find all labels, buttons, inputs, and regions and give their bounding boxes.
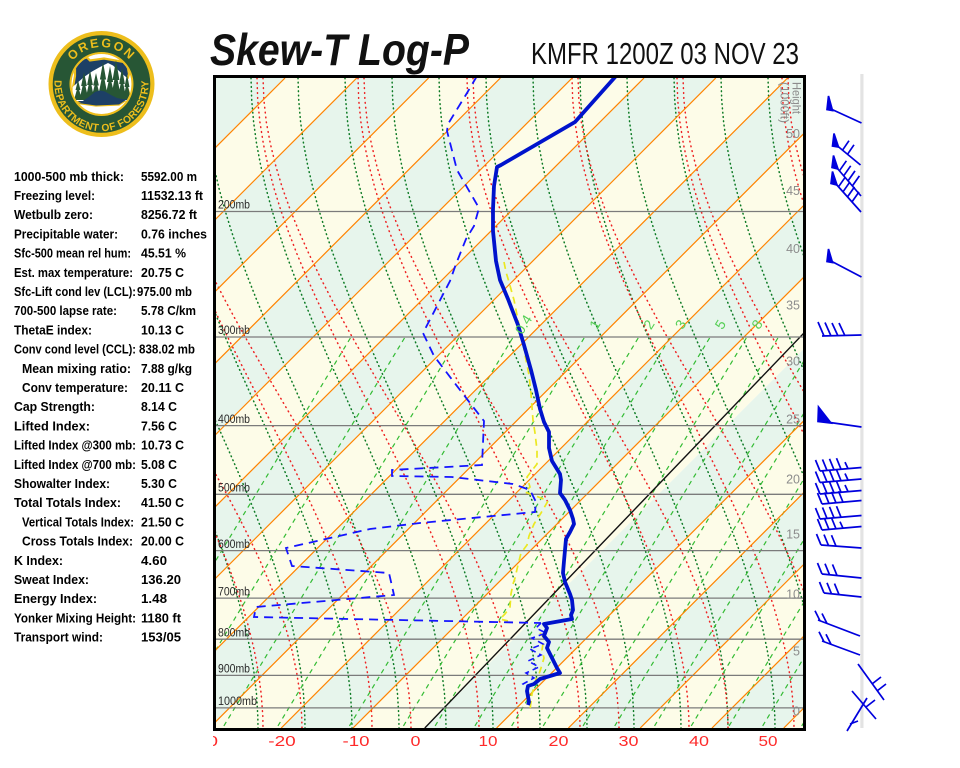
svg-text:200mb: 200mb xyxy=(218,200,250,212)
svg-text:20: 20 xyxy=(549,734,569,750)
svg-text:300mb: 300mb xyxy=(218,325,250,337)
svg-text:40: 40 xyxy=(689,734,709,750)
svg-text:975.00 mb: 975.00 mb xyxy=(137,284,192,299)
svg-text:Lifted Index @300 mb:: Lifted Index @300 mb: xyxy=(14,438,136,453)
svg-text:700-500 lapse rate:: 700-500 lapse rate: xyxy=(14,303,117,318)
svg-text:30: 30 xyxy=(619,734,639,750)
svg-text:KMFR 1200Z 03 NOV 23: KMFR 1200Z 03 NOV 23 xyxy=(531,36,799,71)
svg-text:Lifted Index @700 mb:: Lifted Index @700 mb: xyxy=(14,457,136,472)
svg-text:1180 ft: 1180 ft xyxy=(141,610,182,625)
svg-text:(1000ft): (1000ft) xyxy=(778,82,792,123)
svg-text:40: 40 xyxy=(786,242,800,256)
svg-text:Lifted Index:: Lifted Index: xyxy=(14,418,90,433)
svg-text:7.88 g/kg: 7.88 g/kg xyxy=(141,361,192,376)
svg-text:0.76 inches: 0.76 inches xyxy=(141,226,207,241)
svg-text:0: 0 xyxy=(411,734,421,750)
svg-text:8.14 C: 8.14 C xyxy=(141,399,178,414)
svg-text:Transport wind:: Transport wind: xyxy=(14,630,103,645)
svg-text:20.75 C: 20.75 C xyxy=(141,265,185,280)
svg-text:Est. max temperature:: Est. max temperature: xyxy=(14,265,133,280)
svg-text:Cross Totals Index:: Cross Totals Index: xyxy=(22,534,133,549)
svg-text:1000mb: 1000mb xyxy=(218,696,257,708)
svg-text:900mb: 900mb xyxy=(218,664,250,676)
svg-text:5592.00 m: 5592.00 m xyxy=(141,169,197,184)
svg-text:Yonker Mixing Height:: Yonker Mixing Height: xyxy=(14,610,136,625)
svg-text:5: 5 xyxy=(793,644,800,658)
svg-text:8256.72 ft: 8256.72 ft xyxy=(141,207,198,222)
svg-text:Showalter Index:: Showalter Index: xyxy=(14,476,110,491)
svg-text:Skew-T Log-P: Skew-T Log-P xyxy=(210,26,469,75)
svg-text:Precipitable water:: Precipitable water: xyxy=(14,226,118,241)
svg-text:0: 0 xyxy=(793,704,800,718)
svg-text:45: 45 xyxy=(786,184,800,198)
svg-text:700mb: 700mb xyxy=(218,586,250,598)
svg-text:10: 10 xyxy=(786,587,800,601)
svg-text:400mb: 400mb xyxy=(218,414,250,426)
svg-text:20.11 C: 20.11 C xyxy=(141,380,185,395)
svg-text:Height: Height xyxy=(790,82,804,115)
svg-text:K Index:: K Index: xyxy=(14,553,63,568)
svg-text:20: 20 xyxy=(786,472,800,486)
svg-text:10: 10 xyxy=(479,734,498,750)
svg-text:5.78 C/km: 5.78 C/km xyxy=(141,303,196,318)
svg-text:Sweat Index:: Sweat Index: xyxy=(14,572,89,587)
svg-text:600mb: 600mb xyxy=(218,539,250,551)
svg-text:10.13 C: 10.13 C xyxy=(141,322,185,337)
svg-text:5.08 C: 5.08 C xyxy=(141,457,178,472)
svg-text:Energy Index:: Energy Index: xyxy=(14,591,97,606)
svg-text:838.02 mb: 838.02 mb xyxy=(139,342,195,357)
svg-text:Cap Strength:: Cap Strength: xyxy=(14,399,95,414)
svg-text:Wetbulb zero:: Wetbulb zero: xyxy=(14,207,93,222)
svg-text:-20: -20 xyxy=(268,734,296,750)
svg-text:Total Totals Index:: Total Totals Index: xyxy=(14,495,121,510)
svg-text:5.30 C: 5.30 C xyxy=(141,476,178,491)
svg-text:136.20: 136.20 xyxy=(141,572,181,587)
svg-text:7.56 C: 7.56 C xyxy=(141,418,178,433)
svg-text:15: 15 xyxy=(786,527,800,541)
svg-text:1000-500 mb thick:: 1000-500 mb thick: xyxy=(14,169,124,184)
svg-text:-30: -30 xyxy=(190,734,218,750)
svg-text:35: 35 xyxy=(786,298,800,312)
svg-text:21.50 C: 21.50 C xyxy=(141,514,185,529)
svg-text:45.51 %: 45.51 % xyxy=(141,246,186,261)
svg-text:Vertical Totals Index:: Vertical Totals Index: xyxy=(22,514,134,529)
svg-text:50: 50 xyxy=(759,734,778,750)
svg-text:500mb: 500mb xyxy=(218,483,250,495)
svg-text:Mean mixing ratio:: Mean mixing ratio: xyxy=(22,361,131,376)
svg-text:30: 30 xyxy=(786,354,800,368)
svg-text:Sfc-Lift cond lev (LCL):: Sfc-Lift cond lev (LCL): xyxy=(14,284,136,299)
svg-text:10.73 C: 10.73 C xyxy=(141,438,185,453)
svg-text:20.00 C: 20.00 C xyxy=(141,534,185,549)
svg-text:Freezing level:: Freezing level: xyxy=(14,188,95,203)
svg-text:4.60: 4.60 xyxy=(141,553,167,568)
svg-text:Sfc-500 mean rel hum:: Sfc-500 mean rel hum: xyxy=(14,246,131,261)
svg-text:153/05: 153/05 xyxy=(141,630,181,645)
svg-text:Conv temperature:: Conv temperature: xyxy=(22,380,128,395)
svg-text:50: 50 xyxy=(786,127,800,141)
svg-text:1.48: 1.48 xyxy=(141,591,167,606)
svg-text:800mb: 800mb xyxy=(218,627,250,639)
svg-text:ThetaE index:: ThetaE index: xyxy=(14,322,92,337)
svg-text:-10: -10 xyxy=(343,734,370,750)
svg-text:Conv cond level (CCL):: Conv cond level (CCL): xyxy=(14,342,136,357)
svg-text:25: 25 xyxy=(786,412,800,426)
svg-text:11532.13 ft: 11532.13 ft xyxy=(141,188,204,203)
svg-text:41.50 C: 41.50 C xyxy=(141,495,185,510)
